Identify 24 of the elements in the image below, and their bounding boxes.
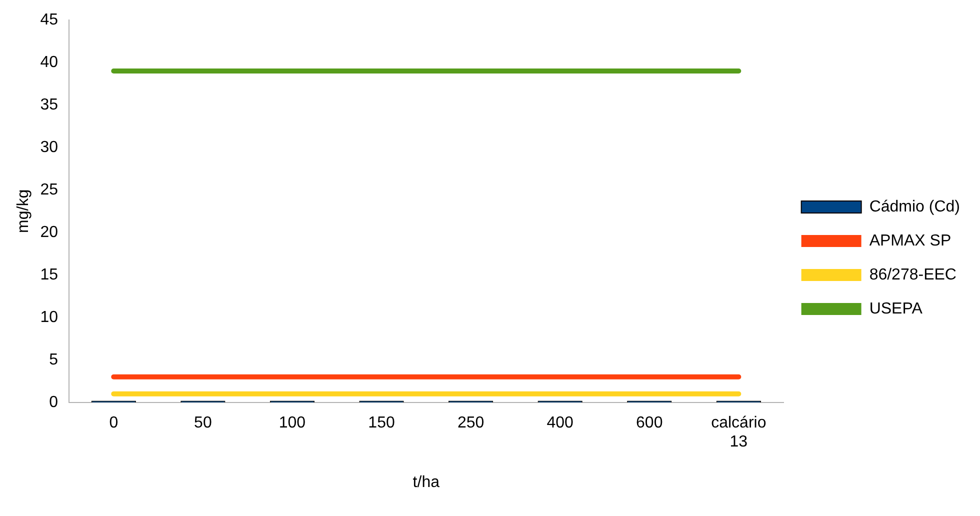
y-tick-label: 10 <box>40 308 58 326</box>
legend-label: 86/278-EEC <box>869 266 956 284</box>
y-tick-label: 45 <box>40 11 58 28</box>
y-tick-label: 0 <box>49 394 58 411</box>
x-tick-label: 250 <box>457 414 484 432</box>
x-tick-label: calcário 13 <box>711 414 766 451</box>
legend-label: APMAX SP <box>869 232 952 250</box>
x-tick-label: 400 <box>546 414 574 432</box>
x-tick-label: 100 <box>278 414 306 432</box>
x-tick-label: 150 <box>368 414 395 432</box>
y-tick-label: 35 <box>40 96 58 114</box>
x-tick-label: 600 <box>636 414 663 432</box>
x-tick-label: 0 <box>109 414 118 432</box>
y-tick-label: 40 <box>40 54 58 71</box>
x-axis-title: t/ha <box>412 474 440 491</box>
legend-label: Cádmio (Cd) <box>869 198 960 216</box>
y-tick-label: 20 <box>40 224 58 241</box>
y-tick-label: 5 <box>49 351 58 368</box>
y-tick-label: 30 <box>40 138 58 156</box>
legend-label: USEPA <box>869 300 923 318</box>
y-tick-label: 15 <box>40 266 58 284</box>
y-axis-title: mg/kg <box>15 189 32 233</box>
x-tick-label: 50 <box>194 414 212 432</box>
y-tick-label: 25 <box>40 181 58 198</box>
